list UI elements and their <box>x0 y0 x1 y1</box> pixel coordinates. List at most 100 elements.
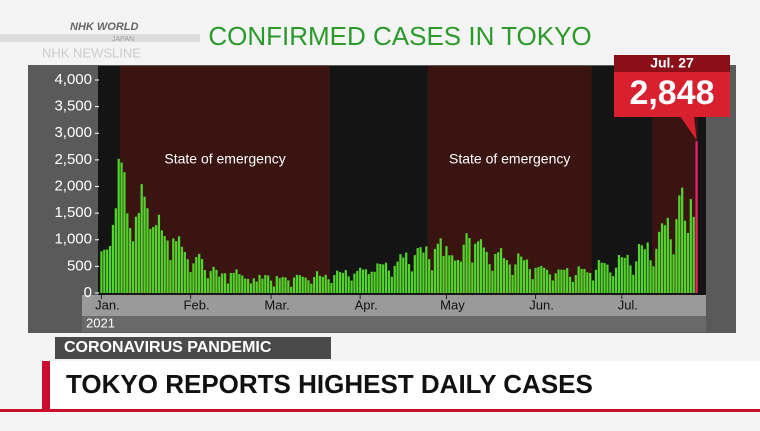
x-tick-label: Mar. <box>264 297 289 312</box>
bar <box>192 263 195 293</box>
bar <box>106 249 109 293</box>
bar <box>218 276 221 293</box>
bar <box>255 281 258 293</box>
y-tick-label: 3,500 <box>54 98 92 115</box>
bar <box>531 279 534 293</box>
bar <box>387 270 391 293</box>
bar <box>298 275 301 293</box>
bar <box>586 272 589 293</box>
bar <box>396 261 399 293</box>
bar <box>195 257 198 293</box>
bar <box>172 238 175 293</box>
bar <box>612 276 615 293</box>
bar <box>341 272 345 293</box>
x-tick-label: Apr. <box>355 297 378 312</box>
bar <box>108 245 112 293</box>
bar <box>180 246 184 293</box>
program: NHK NEWSLINE <box>42 45 141 60</box>
bar <box>660 223 664 293</box>
bar <box>278 278 281 293</box>
bar <box>655 248 658 293</box>
bar <box>244 278 247 293</box>
bar <box>350 280 353 293</box>
bar <box>137 213 140 293</box>
bar <box>580 268 583 293</box>
bar <box>465 233 468 293</box>
bar <box>416 248 419 293</box>
bar <box>557 269 560 293</box>
bar <box>249 283 253 293</box>
callout-pointer <box>680 116 697 140</box>
period-label: State of emergency <box>164 151 285 167</box>
bar <box>589 272 592 293</box>
logo-stripe <box>0 34 200 42</box>
bar <box>376 263 379 293</box>
year-band <box>82 316 706 332</box>
bar <box>315 271 319 293</box>
bar <box>494 254 497 293</box>
bar <box>143 196 146 293</box>
bar <box>652 266 655 293</box>
bar <box>140 184 143 293</box>
y-tick-label: 500 <box>67 257 92 274</box>
bar <box>330 283 333 293</box>
bar <box>361 269 365 293</box>
bar <box>499 248 503 293</box>
bar <box>534 267 537 293</box>
bar <box>267 275 270 293</box>
bar <box>617 254 621 293</box>
bar <box>226 283 230 293</box>
y-tick-label: 4,000 <box>54 71 92 88</box>
bar <box>235 269 238 293</box>
headline-accent <box>42 361 50 409</box>
bar <box>324 274 327 293</box>
bar <box>637 244 641 293</box>
bar <box>258 274 261 293</box>
bar <box>183 252 186 293</box>
headline: TOKYO REPORTS HIGHEST DAILY CASES <box>66 369 593 399</box>
bar <box>100 251 103 293</box>
bar <box>643 249 646 293</box>
bar <box>206 278 209 293</box>
bar <box>117 158 120 293</box>
chart-title: CONFIRMED CASES IN TOKYO <box>208 21 591 51</box>
bar <box>292 277 296 293</box>
bar <box>160 230 163 293</box>
bar <box>476 241 480 293</box>
bar <box>175 241 178 293</box>
bar <box>126 213 129 293</box>
bar <box>123 172 126 293</box>
callout-date: Jul. 27 <box>650 55 694 71</box>
bar <box>540 265 543 293</box>
bar <box>382 264 385 293</box>
bar <box>640 245 644 293</box>
y-tick-label: 3,000 <box>54 124 92 141</box>
bar <box>379 263 382 293</box>
bar <box>304 277 307 293</box>
bar <box>295 274 299 293</box>
bar <box>261 278 264 293</box>
bar <box>537 267 540 293</box>
bar <box>287 280 290 293</box>
bar <box>485 251 488 293</box>
bar <box>669 239 672 293</box>
bar <box>597 260 600 293</box>
bar <box>626 254 629 293</box>
bar <box>471 262 474 293</box>
bar <box>600 262 603 293</box>
bar <box>269 280 273 293</box>
bar <box>505 260 508 293</box>
bar <box>692 216 695 293</box>
bar <box>629 265 632 293</box>
bar <box>482 247 485 293</box>
bar <box>436 243 439 293</box>
bar <box>491 270 494 293</box>
bar <box>209 271 212 293</box>
bar <box>356 270 359 293</box>
bar <box>223 273 227 293</box>
bar <box>402 257 405 293</box>
bar <box>272 286 276 293</box>
bar <box>695 141 698 293</box>
bar <box>445 246 448 293</box>
